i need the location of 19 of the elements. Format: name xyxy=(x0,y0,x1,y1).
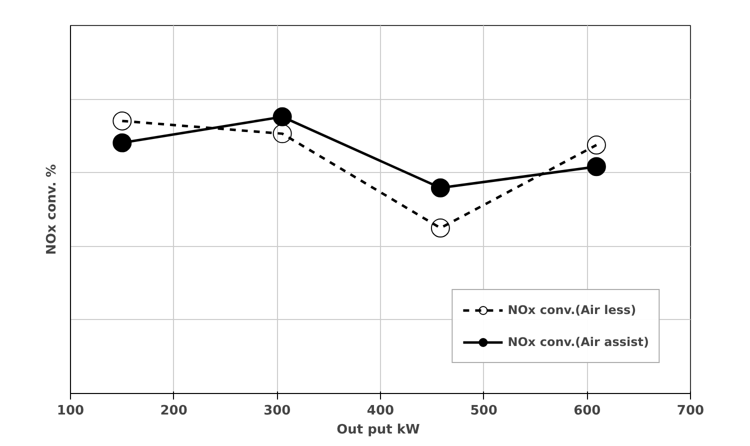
legend-label: NOx conv.(Air less) xyxy=(508,303,636,317)
point xyxy=(272,107,292,126)
legend-label: NOx conv.(Air assist) xyxy=(508,335,649,349)
point xyxy=(586,157,606,176)
x-tick-label: 500 xyxy=(470,404,498,418)
point xyxy=(112,133,132,152)
x-tick-label: 600 xyxy=(574,404,601,418)
point xyxy=(586,136,606,155)
x-axis-title: Out put kW xyxy=(336,422,420,438)
point xyxy=(112,111,132,130)
y-axis-title: NOx conv. % xyxy=(44,164,60,255)
x-tick-label: 300 xyxy=(264,404,291,418)
point xyxy=(272,124,292,144)
x-tick-label: 700 xyxy=(676,404,704,418)
x-tick-label: 200 xyxy=(160,404,188,418)
point xyxy=(430,178,450,198)
x-tick-label: 100 xyxy=(56,404,84,418)
point xyxy=(430,218,450,238)
x-tick-label: 400 xyxy=(366,404,394,418)
